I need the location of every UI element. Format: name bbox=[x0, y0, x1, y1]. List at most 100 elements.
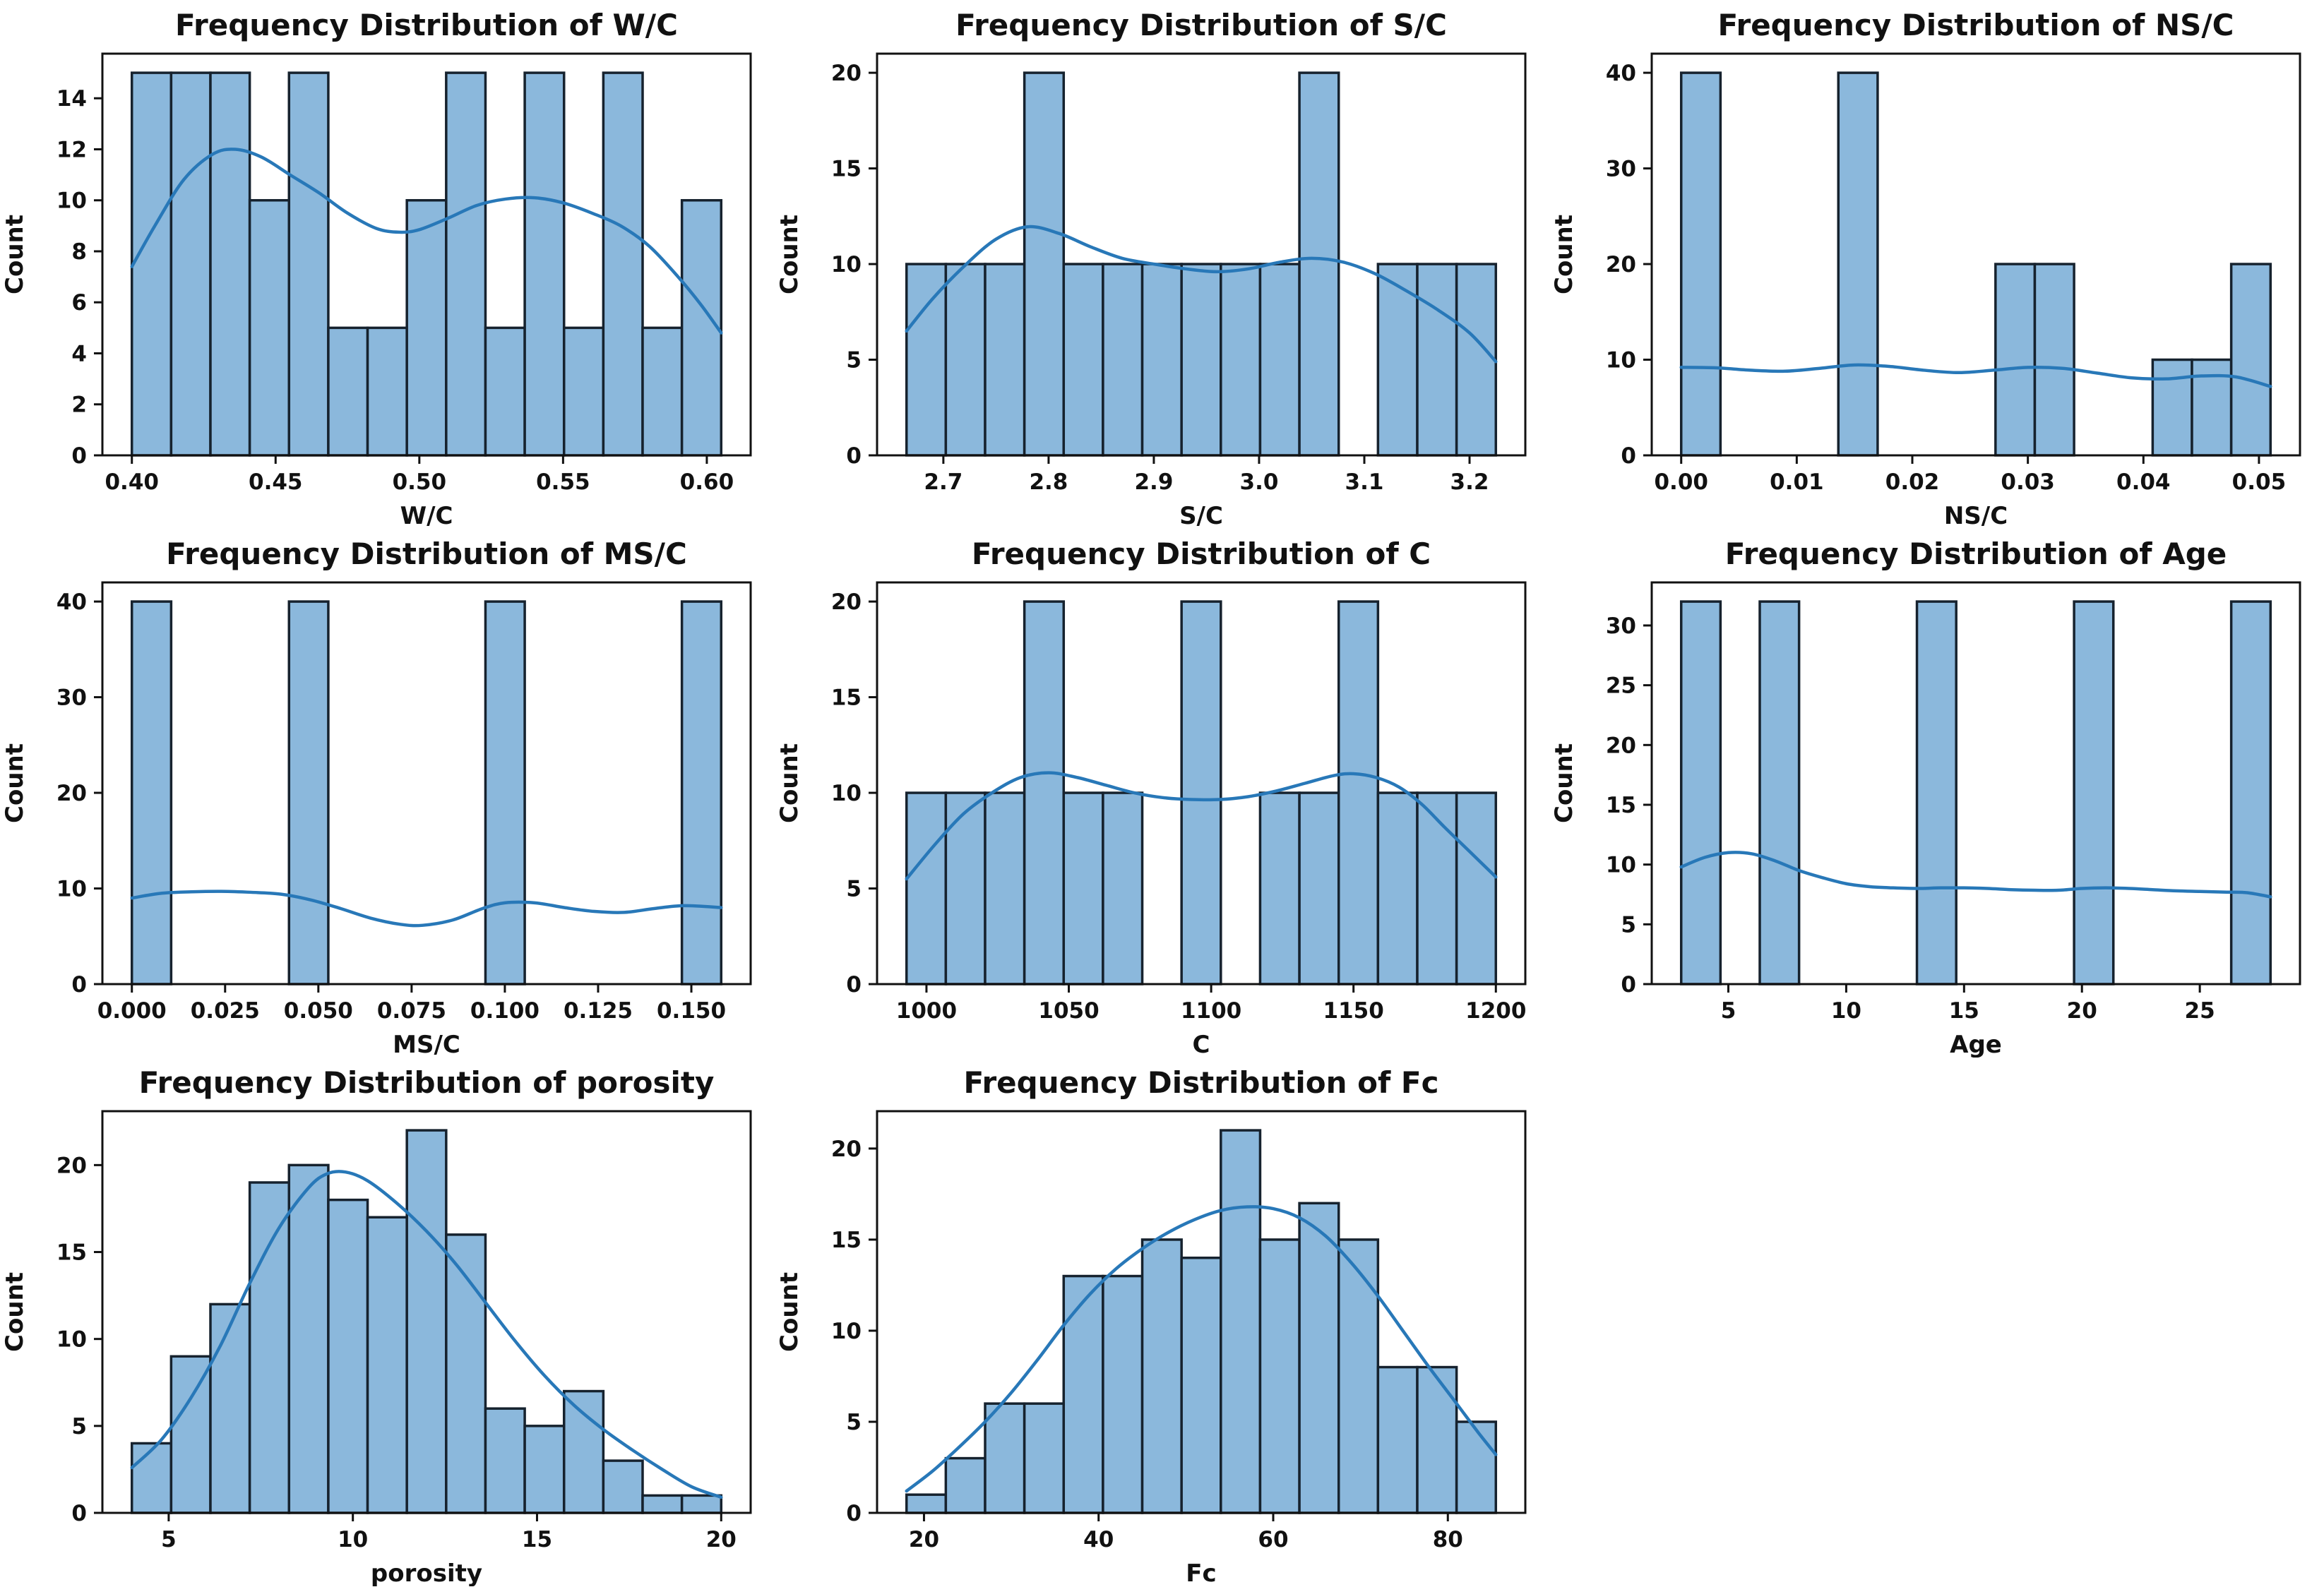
chart-title: Frequency Distribution of S/C bbox=[955, 8, 1447, 42]
histogram-bar bbox=[944, 263, 987, 457]
y-tick-label: 0 bbox=[846, 1501, 862, 1526]
y-axis-label: Count bbox=[1, 743, 29, 823]
histogram-bar bbox=[2151, 358, 2193, 457]
y-tick-label: 20 bbox=[1606, 252, 1636, 277]
subplot-wc: 0.40 0.45 0.50 0.55 0.60 0 2 4 6 8 10 12 14 Frequency… bbox=[0, 0, 775, 530]
x-tick-label: 0.03 bbox=[2001, 469, 2055, 495]
histogram-bar bbox=[1416, 263, 1458, 457]
x-tick-label: 0.05 bbox=[2232, 469, 2287, 495]
x-tick-label: 0.000 bbox=[97, 998, 167, 1024]
histogram-bar bbox=[1220, 1129, 1262, 1514]
x-axis-label: S/C bbox=[1179, 502, 1223, 529]
chart-nsc: 0.00 0.01 0.02 0.03 0.04 0.05 0 10 20 30 40 Frequen… bbox=[1550, 8, 2301, 530]
histogram-bar bbox=[1258, 263, 1301, 457]
x-tick-label: 5 bbox=[1721, 998, 1736, 1024]
y-tick-label: 25 bbox=[1606, 673, 1636, 699]
kde-curve bbox=[130, 148, 723, 335]
histogram-bar bbox=[1679, 71, 1722, 457]
histogram-bar bbox=[2073, 600, 2115, 986]
x-axis-label: C bbox=[1193, 1031, 1210, 1058]
histogram-bar bbox=[327, 1198, 369, 1514]
histogram-bar bbox=[130, 600, 173, 986]
x-tick-label: 5 bbox=[161, 1527, 177, 1552]
y-tick-label: 15 bbox=[831, 157, 862, 182]
x-tick-label: 0.60 bbox=[680, 469, 734, 495]
x-tick-label: 0.125 bbox=[564, 998, 633, 1024]
x-tick-label: 10 bbox=[338, 1527, 368, 1552]
histogram-bar bbox=[248, 1181, 291, 1514]
histogram-bar bbox=[1337, 600, 1380, 986]
histogram-bar bbox=[327, 326, 369, 457]
histogram-bar bbox=[1258, 1238, 1301, 1514]
histogram-bar bbox=[1102, 263, 1144, 457]
subplot-c: 1000 1050 1100 1150 1200 0 5 10 15 20 Frequency Di… bbox=[775, 529, 1549, 1059]
histogram-bar bbox=[1140, 1238, 1183, 1514]
subplot-fc: 20 40 60 80 0 5 10 15 20 Frequency Distribution o… bbox=[775, 1058, 1549, 1587]
y-tick-label: 20 bbox=[831, 589, 862, 615]
x-tick-label: 3.2 bbox=[1450, 469, 1489, 495]
histogram-bar bbox=[484, 600, 526, 986]
axes-frame bbox=[101, 52, 752, 457]
chart-msc: 0.000 0.025 0.050 0.075 0.100 0.125 0.150 0 10 20… bbox=[1, 537, 752, 1059]
x-tick-label: 0.150 bbox=[657, 998, 726, 1024]
x-tick-label: 0.45 bbox=[249, 469, 303, 495]
x-tick-label: 20 bbox=[706, 1527, 737, 1552]
y-tick-label: 15 bbox=[1606, 793, 1636, 818]
y-tick-label: 10 bbox=[831, 252, 862, 277]
chart-title: Frequency Distribution of porosity bbox=[139, 1065, 715, 1100]
histogram-bar bbox=[944, 1456, 987, 1514]
x-tick-label: 1050 bbox=[1038, 998, 1099, 1024]
y-tick-label: 15 bbox=[56, 1240, 87, 1266]
histogram-bar bbox=[1298, 71, 1340, 457]
kde-curve bbox=[130, 1170, 723, 1499]
x-axis-label: Fc bbox=[1186, 1559, 1216, 1586]
histogram-bar bbox=[209, 71, 251, 457]
histogram-bar bbox=[905, 1493, 948, 1514]
histogram-bar bbox=[2191, 358, 2233, 457]
histogram-bar bbox=[1758, 600, 1801, 986]
axes-frame bbox=[876, 581, 1527, 986]
histogram-bar bbox=[1337, 1238, 1380, 1514]
histogram-bar bbox=[1220, 263, 1262, 457]
subplot-age: 5 10 15 20 25 0 5 10 15 20 25 30 Frequency Distribut… bbox=[1549, 529, 2324, 1059]
chart-title: Frequency Distribution of Age bbox=[1725, 537, 2227, 571]
chart-age: 5 10 15 20 25 0 5 10 15 20 25 30 Frequency Distribut… bbox=[1550, 537, 2301, 1059]
x-tick-label: 2.8 bbox=[1029, 469, 1068, 495]
histogram-bar bbox=[984, 263, 1026, 457]
histogram-bar bbox=[248, 198, 291, 457]
histogram-bar bbox=[1416, 1365, 1458, 1514]
x-tick-label: 20 bbox=[909, 1527, 939, 1552]
histogram-bar bbox=[287, 600, 330, 986]
y-tick-label: 5 bbox=[846, 1410, 862, 1435]
histogram-bar bbox=[484, 326, 526, 457]
chart-wc: 0.40 0.45 0.50 0.55 0.60 0 2 4 6 8 10 12 14 Frequency… bbox=[1, 8, 752, 530]
y-tick-label: 5 bbox=[846, 348, 862, 373]
histogram-bar bbox=[1455, 263, 1498, 457]
y-axis-label: Count bbox=[1, 215, 29, 294]
histogram-bar bbox=[680, 1494, 723, 1514]
histogram-bar bbox=[984, 1402, 1026, 1514]
kde-curve bbox=[905, 1205, 1498, 1493]
y-tick-label: 5 bbox=[1621, 912, 1636, 938]
y-tick-label: 0 bbox=[846, 972, 862, 998]
subplot-msc: 0.000 0.025 0.050 0.075 0.100 0.125 0.150 0 10 20… bbox=[0, 529, 775, 1059]
histogram-bar bbox=[562, 1389, 605, 1514]
histogram-bar bbox=[1837, 71, 1879, 457]
axes-frame bbox=[1650, 52, 2301, 457]
y-tick-label: 0 bbox=[71, 443, 87, 469]
y-tick-label: 40 bbox=[56, 589, 87, 615]
y-tick-label: 12 bbox=[56, 137, 87, 162]
x-tick-label: 3.0 bbox=[1240, 469, 1279, 495]
x-axis-label: MS/C bbox=[393, 1031, 460, 1058]
x-tick-label: 0.025 bbox=[191, 998, 260, 1024]
x-tick-label: 10 bbox=[1831, 998, 1861, 1024]
y-tick-label: 4 bbox=[71, 341, 87, 366]
histogram-bar bbox=[1062, 791, 1104, 986]
subplot-sc: 2.7 2.8 2.9 3.0 3.1 3.2 0 5 10 15 20 Frequency Dist… bbox=[775, 0, 1549, 530]
y-axis-label: Count bbox=[1550, 743, 1578, 823]
histogram-bar bbox=[2229, 263, 2272, 457]
y-tick-label: 6 bbox=[71, 290, 87, 316]
y-tick-label: 30 bbox=[1606, 157, 1636, 182]
histogram-bar bbox=[287, 71, 330, 457]
histogram-bar bbox=[1062, 263, 1104, 457]
